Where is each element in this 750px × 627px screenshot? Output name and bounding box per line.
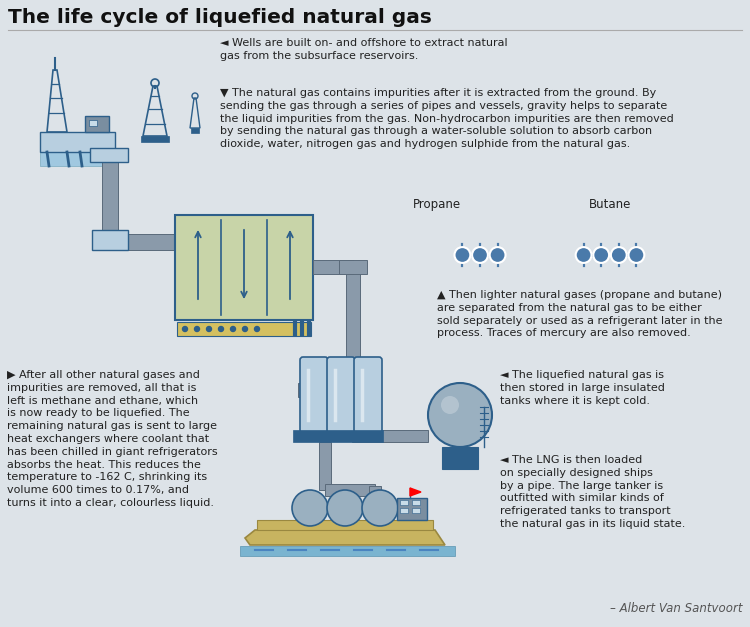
Circle shape: [242, 327, 248, 332]
Text: – Albert Van Santvoort: – Albert Van Santvoort: [610, 602, 742, 615]
Circle shape: [362, 490, 398, 526]
Circle shape: [611, 247, 627, 263]
Circle shape: [428, 383, 492, 447]
Bar: [346, 267, 360, 390]
Circle shape: [576, 247, 592, 263]
Bar: [40, 152, 115, 166]
Circle shape: [292, 490, 328, 526]
Circle shape: [206, 327, 212, 332]
FancyBboxPatch shape: [300, 357, 328, 433]
Polygon shape: [245, 530, 445, 545]
Circle shape: [454, 247, 470, 263]
Circle shape: [230, 327, 236, 332]
Text: ◄ The liquefied natural gas is
then stored in large insulated
tanks where it is : ◄ The liquefied natural gas is then stor…: [500, 370, 664, 406]
Circle shape: [441, 396, 459, 414]
Bar: [177, 322, 311, 336]
Bar: [412, 508, 420, 513]
Bar: [89, 120, 97, 126]
Bar: [110, 234, 175, 250]
Text: Butane: Butane: [589, 198, 632, 211]
Bar: [325, 484, 375, 496]
Text: ▶ After all other natural gases and
impurities are removed, all that is
left is : ▶ After all other natural gases and impu…: [7, 370, 217, 508]
Text: ◄ Wells are built on- and offshore to extract natural
gas from the subsurface re: ◄ Wells are built on- and offshore to ex…: [220, 38, 508, 61]
Text: Propane: Propane: [413, 198, 461, 211]
Circle shape: [218, 327, 223, 332]
Bar: [85, 116, 109, 132]
Bar: [313, 260, 353, 274]
Bar: [102, 155, 118, 245]
Polygon shape: [410, 488, 421, 496]
Bar: [240, 546, 455, 556]
Text: ◄ The LNG is then loaded
on specially designed ships
by a pipe. The large tanker: ◄ The LNG is then loaded on specially de…: [500, 455, 686, 529]
Bar: [397, 498, 427, 520]
Bar: [298, 383, 346, 397]
Bar: [352, 430, 428, 442]
Circle shape: [182, 327, 188, 332]
Bar: [412, 500, 420, 505]
Bar: [175, 215, 313, 320]
Bar: [319, 442, 331, 490]
Circle shape: [194, 327, 200, 332]
Text: The life cycle of liquefied natural gas: The life cycle of liquefied natural gas: [8, 8, 432, 27]
Circle shape: [593, 247, 609, 263]
Bar: [257, 520, 433, 530]
Bar: [141, 136, 169, 142]
Circle shape: [472, 247, 488, 263]
Bar: [339, 260, 367, 274]
Bar: [400, 500, 408, 505]
Text: ▲ Then lighter natural gases (propane and butane)
are separated from the natural: ▲ Then lighter natural gases (propane an…: [437, 290, 722, 339]
Bar: [369, 486, 381, 498]
FancyBboxPatch shape: [354, 357, 382, 433]
Circle shape: [628, 247, 644, 263]
Bar: [442, 447, 478, 469]
Bar: [92, 230, 128, 250]
Bar: [191, 128, 199, 133]
Bar: [400, 508, 408, 513]
Circle shape: [490, 247, 506, 263]
FancyBboxPatch shape: [327, 357, 355, 433]
Circle shape: [254, 327, 260, 332]
Circle shape: [327, 490, 363, 526]
Text: ▼ The natural gas contains impurities after it is extracted from the ground. By
: ▼ The natural gas contains impurities af…: [220, 88, 674, 149]
Bar: [40, 132, 115, 152]
Bar: [293, 430, 383, 442]
Bar: [90, 148, 128, 162]
